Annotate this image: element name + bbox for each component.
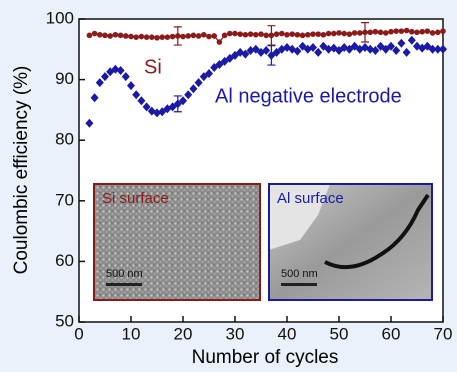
point: [123, 33, 129, 39]
point: [305, 32, 311, 38]
point: [279, 31, 285, 37]
inset-label: Si surface: [102, 190, 169, 207]
point: [284, 32, 290, 38]
point: [430, 30, 436, 36]
y-tick-label: 50: [55, 311, 74, 330]
point: [92, 31, 98, 37]
point: [196, 33, 202, 39]
scale-bar: [281, 283, 317, 286]
point: [393, 28, 399, 34]
point: [289, 31, 295, 37]
y-axis-label: Coulombic efficiency (%): [11, 66, 32, 275]
chart: Number of cycles Coulombic efficiency (%…: [0, 0, 457, 372]
point: [248, 31, 254, 37]
y-tick-label: 100: [46, 8, 74, 27]
legend-label: Al negative electrode: [215, 85, 402, 107]
point: [128, 34, 134, 40]
point: [149, 34, 155, 40]
point: [352, 30, 358, 36]
x-axis-label: Number of cycles: [192, 347, 339, 368]
point: [180, 34, 186, 40]
point: [159, 34, 165, 40]
point: [383, 30, 389, 36]
point: [404, 28, 410, 34]
point: [331, 31, 337, 37]
point: [425, 28, 431, 34]
point: [170, 34, 176, 40]
point: [347, 31, 353, 37]
point: [399, 28, 405, 34]
y-tick-label: 60: [55, 251, 74, 270]
point: [222, 33, 228, 39]
x-tick-label: 20: [174, 324, 193, 343]
y-tick-label: 90: [55, 69, 74, 88]
point: [357, 30, 363, 36]
point: [185, 33, 191, 39]
point: [263, 33, 269, 39]
point: [258, 31, 264, 37]
point: [113, 32, 119, 38]
point: [217, 39, 223, 45]
x-tick-label: 0: [74, 324, 83, 343]
point: [315, 31, 321, 37]
point: [419, 29, 425, 35]
point: [165, 34, 171, 40]
point: [341, 31, 347, 37]
y-tick-label: 80: [55, 130, 74, 149]
point: [388, 29, 394, 35]
legend-label: Si: [144, 56, 162, 78]
point: [206, 34, 212, 40]
x-tick-label: 50: [330, 324, 349, 343]
point: [253, 32, 259, 38]
point: [97, 32, 103, 38]
point: [378, 30, 384, 36]
point: [321, 32, 327, 38]
point: [154, 35, 160, 41]
point: [326, 31, 332, 37]
point: [232, 31, 238, 37]
point: [139, 34, 145, 40]
point: [409, 29, 415, 35]
point: [144, 34, 150, 40]
point: [440, 28, 446, 34]
point: [414, 30, 420, 36]
point: [274, 31, 280, 37]
scale-label: 500 nm: [281, 268, 318, 280]
point: [310, 31, 316, 37]
x-tick-label: 30: [226, 324, 245, 343]
point: [227, 31, 233, 37]
point: [133, 34, 139, 40]
x-tick-label: 70: [434, 324, 453, 343]
point: [336, 30, 342, 36]
point: [107, 33, 113, 39]
point: [102, 33, 108, 39]
x-tick-label: 40: [278, 324, 297, 343]
point: [295, 32, 301, 38]
point: [367, 30, 373, 36]
point: [373, 29, 379, 35]
inset-label: Al surface: [277, 190, 344, 207]
point: [118, 33, 124, 39]
point: [211, 33, 217, 39]
scale-bar: [106, 283, 142, 286]
point: [435, 30, 441, 36]
x-tick-label: 60: [382, 324, 401, 343]
point: [191, 33, 197, 39]
point: [300, 33, 306, 39]
point: [237, 31, 243, 37]
page: Number of cycles Coulombic efficiency (%…: [0, 0, 457, 372]
point: [201, 32, 207, 38]
point: [243, 32, 249, 38]
scale-label: 500 nm: [106, 268, 143, 280]
y-tick-label: 70: [55, 190, 74, 209]
point: [87, 33, 93, 39]
x-tick-label: 10: [122, 324, 141, 343]
